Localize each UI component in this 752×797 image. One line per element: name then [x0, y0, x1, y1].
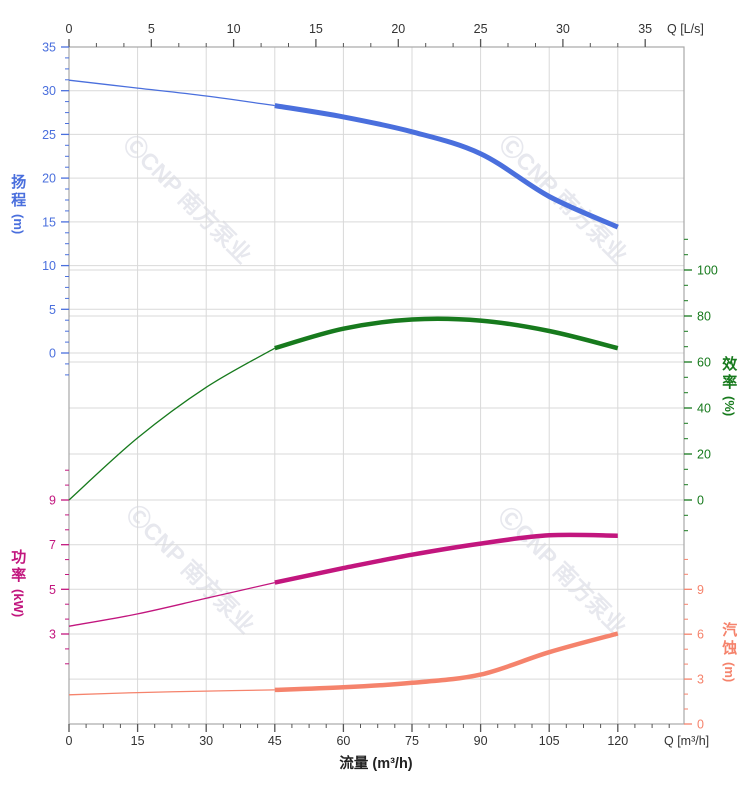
curve-power-thin	[68, 581, 275, 627]
head-axis-unit: (m)	[11, 214, 27, 235]
head-axis-title-text: 扬程	[9, 174, 27, 210]
bottom-axis-tick-label: 15	[131, 734, 145, 748]
top-axis-tick-label: 20	[391, 22, 405, 36]
efficiency-axis-tick-label: 100	[697, 264, 718, 278]
bottom-axis-tick-label: 75	[405, 734, 419, 748]
curve-npsh-thin	[68, 689, 275, 696]
npsh-axis-tick-label: 0	[697, 718, 704, 732]
flow-axis-title: 流量 (m³/h)	[339, 756, 413, 772]
power-axis-unit: (kW)	[11, 589, 27, 618]
head-axis-tick-label: 30	[42, 84, 56, 98]
npsh-axis-tick-label: 6	[697, 628, 704, 642]
watermark: ⒸCNP 南方泵业	[121, 500, 259, 638]
head-axis-title: 扬程 (m)	[9, 174, 26, 234]
bottom-axis-tick-label: 0	[66, 734, 73, 748]
bottom-axis-unit-label: Q [m³/h]	[664, 734, 709, 748]
top-axis-tick-label: 25	[474, 22, 488, 36]
bottom-axis-tick-label: 60	[336, 734, 350, 748]
top-axis-tick-label: 15	[309, 22, 323, 36]
npsh-axis-tick-label: 3	[697, 673, 704, 687]
curve-npsh-thick	[274, 631, 619, 693]
power-axis-title-text: 功率	[9, 549, 27, 585]
head-axis-tick-label: 25	[42, 128, 56, 142]
head-axis-tick-label: 10	[42, 259, 56, 273]
plot-border	[68, 46, 685, 725]
bottom-axis-tick-label: 30	[199, 734, 213, 748]
top-axis-unit-label: Q [L/s]	[667, 22, 704, 36]
npsh-axis-tick-label: 9	[697, 583, 704, 597]
bottom-axis-tick-label: 105	[539, 734, 560, 748]
efficiency-axis-tick-label: 40	[697, 402, 711, 416]
efficiency-axis-tick-label: 0	[697, 494, 704, 508]
curve-power-thick	[274, 532, 618, 585]
top-axis-tick-label: 30	[556, 22, 570, 36]
top-axis-tick-label: 35	[638, 22, 652, 36]
curve-head-thin	[68, 79, 275, 107]
npsh-axis-title: 汽蚀 (m)	[720, 622, 737, 682]
power-axis-tick-label: 3	[49, 628, 56, 642]
curve-head-thick	[274, 103, 619, 230]
top-axis-tick-label: 5	[148, 22, 155, 36]
efficiency-axis-unit: (%)	[722, 396, 738, 417]
head-axis-tick-label: 20	[42, 172, 56, 186]
curve-efficiency-thick	[274, 316, 619, 351]
bottom-axis-tick-label: 90	[474, 734, 488, 748]
npsh-axis-unit: (m)	[722, 662, 738, 683]
efficiency-axis-tick-label: 20	[697, 448, 711, 462]
head-axis-tick-label: 15	[42, 215, 56, 229]
power-axis-tick-label: 7	[49, 538, 56, 552]
head-axis-tick-label: 35	[42, 41, 56, 55]
watermark: ⒸCNP 南方泵业	[494, 130, 632, 268]
top-axis-tick-label: 10	[227, 22, 241, 36]
watermark: ⒸCNP 南方泵业	[493, 502, 631, 640]
efficiency-axis-tick-label: 60	[697, 356, 711, 370]
top-axis-tick-label: 0	[66, 22, 73, 36]
bottom-axis-tick-label: 120	[607, 734, 628, 748]
npsh-axis-title-text: 汽蚀	[720, 622, 738, 658]
power-axis-tick-label: 9	[49, 494, 56, 508]
head-axis-tick-label: 0	[49, 347, 56, 361]
head-axis-tick-label: 5	[49, 303, 56, 317]
bottom-axis-tick-label: 45	[268, 734, 282, 748]
efficiency-axis-title-text: 效率	[720, 356, 738, 392]
power-axis-tick-label: 5	[49, 583, 56, 597]
efficiency-axis-title: 效率 (%)	[720, 356, 737, 416]
efficiency-axis-tick-label: 80	[697, 310, 711, 324]
watermark: ⒸCNP 南方泵业	[118, 130, 256, 268]
power-axis-title: 功率 (kW)	[9, 549, 26, 617]
curve-efficiency-thin	[68, 347, 276, 501]
